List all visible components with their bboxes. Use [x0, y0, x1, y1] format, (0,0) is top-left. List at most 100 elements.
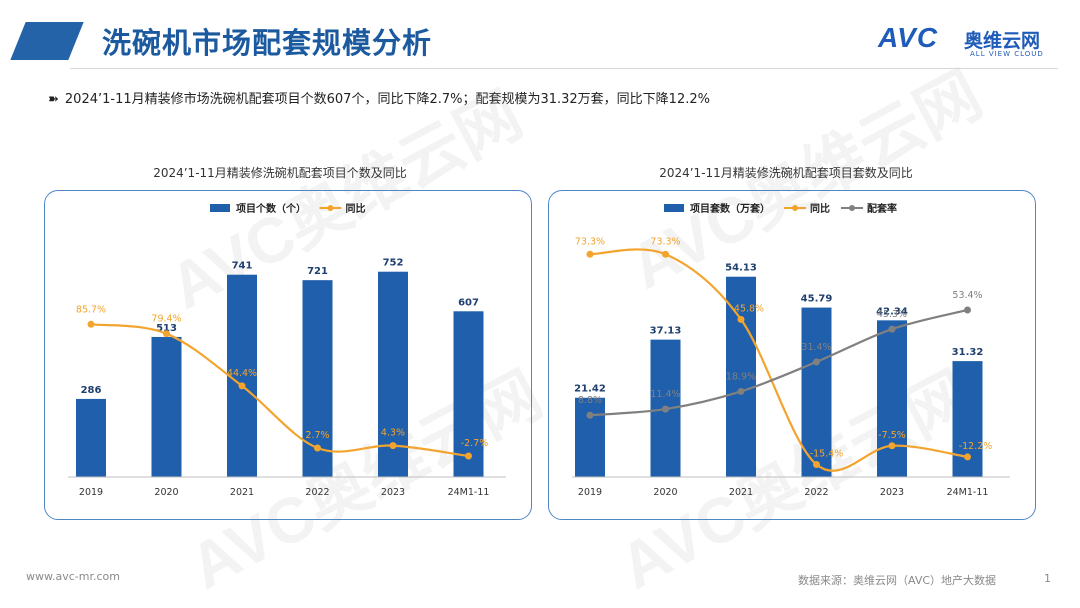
bar	[726, 276, 756, 477]
bar-value-label: 21.42	[574, 384, 606, 395]
page-title: 洗碗机市场配套规模分析	[102, 26, 433, 60]
footer-url: www.avc-mr.com	[26, 570, 120, 583]
line-point	[163, 330, 170, 338]
bar-value-label: 31.32	[952, 347, 984, 358]
line-point	[238, 382, 246, 390]
line-point	[389, 442, 397, 450]
line-point	[813, 460, 820, 468]
data-source: 数据来源：奥维云网（AVC）地产大数据	[798, 574, 997, 587]
avc-logo: AVC 奥维云网 ALL VIEW CLOUD	[878, 22, 1058, 62]
bar-value-label: 54.13	[725, 263, 757, 274]
line-value-label: -12.2%	[959, 441, 993, 452]
line-value-label: 2.7%	[305, 430, 329, 441]
series-line	[589, 248, 968, 472]
series-line	[589, 308, 968, 417]
bar-value-label: 37.13	[650, 326, 682, 337]
chart-1-title: 2024’1-11月精装修洗碗机配套项目个数及同比	[153, 166, 407, 180]
bullet-arrow-icon: ➽	[48, 92, 59, 107]
legend-swatch-bar	[664, 204, 684, 212]
legend-label: 配套率	[867, 202, 897, 215]
x-tick-label: 2019	[79, 487, 103, 498]
x-tick-label: 2022	[804, 487, 828, 498]
x-tick-label: 24M1-11	[947, 487, 989, 498]
legend-label: 项目套数（万套）	[690, 202, 770, 215]
logo-chinese-name: 奥维云网	[964, 30, 1041, 52]
bar	[151, 336, 182, 477]
line-value-label: 8.8%	[578, 395, 602, 406]
line-value-label: -15.4%	[810, 448, 844, 459]
page-number: 1	[1044, 572, 1051, 585]
line-point	[465, 452, 472, 460]
bar	[801, 307, 832, 477]
legend-swatch-marker	[792, 205, 798, 211]
headline: ➽ 2024’1-11月精装修市场洗碗机配套项目个数607个，同比下降2.7%；配…	[48, 88, 710, 107]
line-point	[737, 387, 745, 395]
bar	[302, 280, 333, 477]
line-value-label: 79.4%	[151, 314, 181, 325]
x-tick-label: 2021	[729, 487, 753, 498]
line-value-label: 73.3%	[575, 236, 605, 247]
line-point	[87, 320, 95, 328]
legend-swatch-marker	[327, 205, 334, 211]
chart-1-project-count: 项目个数（个） 同比 286 513 741 721 752 607 2019 2020 2021 2…	[68, 202, 506, 498]
title-divider	[70, 68, 1058, 69]
line-value-label: 45.8%	[734, 303, 764, 314]
line-value-label: -2.7%	[461, 438, 489, 449]
line-value-label: 4.3%	[381, 428, 405, 439]
title-bar: 洗碗机市场配套规模分析 AVC 奥维云网 ALL VIEW CLOUD	[0, 0, 1080, 80]
x-tick-label: 2023	[381, 487, 405, 498]
line-point	[737, 315, 745, 323]
line-value-label: 73.3%	[650, 236, 680, 247]
bar	[877, 320, 907, 477]
line-point	[888, 325, 896, 333]
x-tick-label: 2019	[578, 487, 602, 498]
line-point	[813, 358, 820, 366]
legend-label: 项目个数（个）	[236, 202, 306, 215]
line-point	[964, 306, 971, 314]
bar-value-label: 286	[81, 385, 102, 396]
bar-value-label: 721	[307, 266, 328, 277]
legend-label: 同比	[346, 202, 366, 215]
line-point	[662, 405, 669, 413]
chart-2-title: 2024’1-11月精装修洗碗机配套项目套数及同比	[659, 166, 913, 180]
bar-value-label: 607	[458, 297, 479, 308]
line-value-label: -7.5%	[878, 430, 906, 441]
line-value-label: 11.4%	[650, 389, 680, 400]
line-value-label: 85.7%	[76, 304, 106, 315]
x-tick-label: 2022	[305, 487, 329, 498]
title-accent-shape	[10, 22, 84, 60]
line-point	[586, 250, 594, 258]
line-point	[314, 444, 321, 452]
bar-value-label: 513	[156, 323, 177, 334]
series-line	[90, 323, 469, 458]
bar	[76, 398, 106, 477]
headline-text: 2024’1-11月精装修市场洗碗机配套项目个数607个，同比下降2.7%；配套…	[64, 92, 710, 107]
x-tick-label: 2020	[653, 487, 677, 498]
line-value-label: 45.3%	[877, 309, 907, 320]
line-point	[662, 250, 669, 258]
line-value-label: 53.4%	[952, 290, 982, 301]
line-point	[586, 411, 594, 419]
bar-value-label: 42.34	[876, 306, 908, 317]
bar	[227, 274, 257, 477]
line-value-label: 31.4%	[801, 342, 831, 353]
bar-value-label: 741	[232, 261, 253, 272]
bar	[575, 397, 605, 477]
legend-swatch-marker	[849, 205, 855, 211]
chart-1-panel	[44, 190, 532, 520]
line-value-label: 18.9%	[726, 371, 756, 382]
line-point	[888, 442, 896, 450]
bar-value-label: 45.79	[801, 294, 833, 305]
line-point	[964, 453, 971, 461]
logo-english-name: ALL VIEW CLOUD	[970, 50, 1044, 58]
x-tick-label: 24M1-11	[448, 487, 490, 498]
chart-2-panel	[548, 190, 1036, 520]
x-tick-label: 2023	[880, 487, 904, 498]
legend-swatch-bar	[210, 204, 230, 212]
bar-value-label: 752	[383, 258, 404, 269]
chart-2-project-units: 项目套数（万套） 同比 配套率 21.42 37.13 54.13 45.79 42.34 31…	[572, 202, 1010, 498]
logo-mark: AVC	[878, 22, 939, 53]
bar	[453, 311, 484, 477]
legend-label: 同比	[810, 202, 830, 215]
line-value-label: 44.4%	[227, 368, 257, 379]
